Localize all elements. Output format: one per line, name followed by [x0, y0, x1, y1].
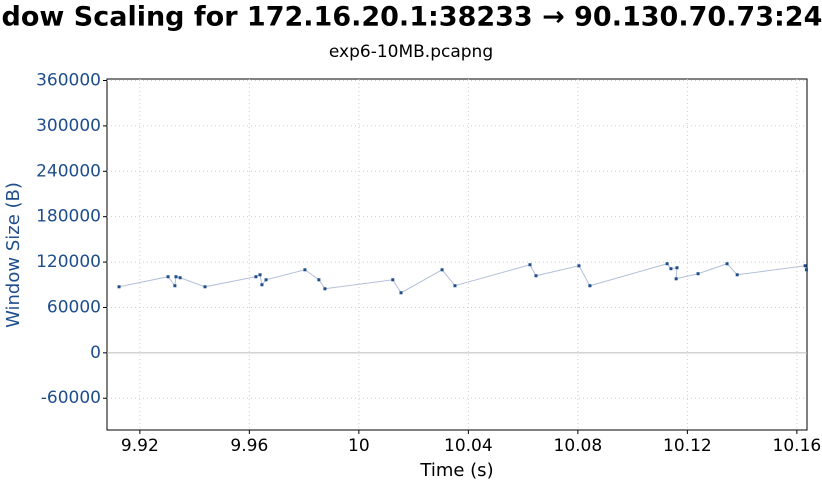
y-tick-label: 360000 — [36, 71, 101, 91]
x-tick-label: 10 — [348, 436, 370, 456]
y-tick-label: 180000 — [36, 207, 101, 227]
data-point — [577, 264, 581, 268]
data-point — [203, 285, 207, 289]
x-tick-label: 9.96 — [230, 436, 268, 456]
data-point — [317, 278, 321, 282]
y-tick-label: 240000 — [36, 161, 101, 181]
data-point — [440, 268, 444, 272]
data-point — [260, 283, 264, 287]
data-point — [674, 277, 678, 281]
x-tick-label: 10.12 — [663, 436, 712, 456]
x-tick-label: 10.16 — [773, 436, 822, 456]
data-point — [669, 267, 673, 271]
y-tick-label: 60000 — [47, 297, 101, 317]
x-tick-label: 10.08 — [554, 436, 603, 456]
data-point — [534, 274, 538, 278]
data-point — [804, 268, 808, 272]
plot-frame — [106, 78, 808, 431]
x-axis-title: Time (s) — [419, 460, 493, 481]
data-point — [675, 266, 679, 270]
data-point — [166, 275, 170, 279]
data-point — [696, 272, 700, 276]
y-tick-label: 0 — [90, 343, 101, 363]
data-point — [453, 284, 457, 288]
series-line — [118, 263, 807, 294]
data-point — [528, 263, 532, 267]
data-point — [264, 278, 268, 282]
data-point — [178, 276, 182, 280]
y-tick-label: 300000 — [36, 116, 101, 136]
y-axis-title: Window Size (B) — [3, 182, 24, 328]
data-point — [391, 278, 395, 282]
data-point — [735, 273, 739, 277]
x-tick-label: 10.04 — [444, 436, 493, 456]
x-tick-label: 9.92 — [121, 436, 159, 456]
y-tick-label: 120000 — [36, 252, 101, 272]
data-point — [258, 273, 262, 277]
data-point — [725, 262, 729, 266]
data-point — [174, 275, 178, 279]
chart-subtitle: exp6-10MB.pcapng — [329, 42, 493, 62]
data-point — [803, 264, 807, 268]
data-point — [303, 268, 307, 272]
data-point — [323, 287, 327, 291]
data-point — [588, 284, 592, 288]
y-tick-label: -60000 — [41, 388, 101, 408]
data-point — [399, 291, 403, 295]
data-point — [254, 275, 258, 279]
chart-title: Window Scaling for 172.16.20.1:38233 → 9… — [0, 2, 822, 33]
data-point — [665, 262, 669, 266]
data-point — [117, 285, 121, 289]
data-point — [173, 284, 177, 288]
